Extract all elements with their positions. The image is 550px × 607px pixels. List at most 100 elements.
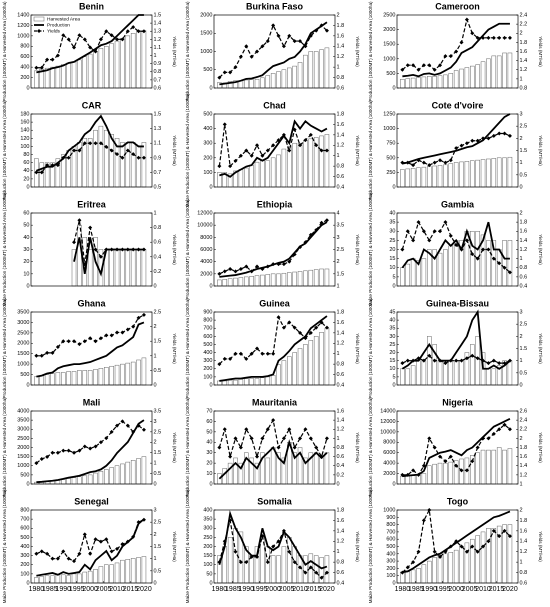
legend-swatch <box>33 16 45 22</box>
yield-marker <box>292 560 297 565</box>
area-bar <box>475 336 480 386</box>
yield-marker <box>303 336 308 341</box>
area-bar <box>437 75 443 89</box>
panel-title: Chad <box>263 100 286 110</box>
area-bar <box>297 142 303 188</box>
yield-marker <box>427 63 432 68</box>
yield-marker <box>50 350 55 355</box>
production-line <box>402 113 511 165</box>
area-bar <box>292 142 297 188</box>
area-bar <box>125 362 131 386</box>
yield-marker <box>265 148 270 153</box>
yield-marker <box>287 549 292 554</box>
plot-frame <box>30 410 153 485</box>
yield-marker <box>276 33 281 38</box>
y2-tick-label: 1.4 <box>520 463 528 469</box>
yield-marker <box>228 164 233 169</box>
y-tick-label: 2000 <box>17 445 29 451</box>
area-bar <box>507 360 513 386</box>
yield-marker <box>448 454 453 459</box>
y-tick-label: 40 <box>23 168 29 174</box>
area-bar <box>303 140 308 188</box>
yield-marker <box>411 163 416 168</box>
area-bar <box>44 575 50 584</box>
yield-marker <box>507 427 512 432</box>
area-bar <box>136 359 141 386</box>
yield-marker <box>486 539 491 544</box>
area-bar <box>136 146 141 188</box>
area-bar <box>410 569 416 584</box>
y2-tick-label: 1.5 <box>337 271 345 277</box>
yield-marker <box>502 422 507 427</box>
area-bar <box>319 49 324 89</box>
yield-marker <box>34 170 39 175</box>
yield-marker <box>66 448 71 453</box>
yield-marker <box>276 445 281 450</box>
yield-marker <box>292 445 297 450</box>
y-tick-label: 300 <box>20 553 29 559</box>
yield-marker <box>109 148 114 153</box>
panel-title: Burkina Faso <box>246 1 304 11</box>
yield-marker <box>438 358 443 363</box>
y-tick-label: 1000 <box>383 56 395 62</box>
area-bar <box>61 372 66 386</box>
y-tick-label: 2500 <box>383 12 395 18</box>
yield-marker <box>115 152 120 157</box>
area-bar <box>39 576 45 584</box>
area-bar <box>507 52 513 89</box>
y-tick-label: 3500 <box>17 309 29 315</box>
y2-tick-label: 1.5 <box>154 12 162 18</box>
area-bar <box>324 268 330 287</box>
area-bar <box>34 577 39 584</box>
yield-marker <box>481 136 486 141</box>
y2-tick-label: 1 <box>154 53 157 59</box>
y2-tick-label: 1 <box>520 76 523 82</box>
area-bar <box>427 166 432 188</box>
yield-marker <box>416 549 421 554</box>
y2-axis-label: Yields (MT/Ha) <box>355 333 360 364</box>
area-bar <box>405 168 411 188</box>
y2-tick-label: 1.8 <box>337 309 345 315</box>
yield-marker <box>405 229 410 234</box>
yield-marker <box>454 49 459 54</box>
x-tick-label: 1990 <box>238 586 254 593</box>
yield-marker <box>502 361 507 366</box>
y-axis-label: Maize Production (1000MT) & Harvested Ar… <box>185 93 190 207</box>
y-tick-label: 40 <box>389 318 395 324</box>
area-bar <box>227 379 233 386</box>
yield-marker <box>314 325 319 330</box>
area-bar <box>120 559 125 584</box>
y-tick-label: 6000 <box>383 450 395 456</box>
y2-tick-label: 0.5 <box>154 471 162 477</box>
area-bar <box>130 33 136 89</box>
y-tick-label: 0 <box>209 283 212 289</box>
area-bar <box>244 276 249 287</box>
yield-marker <box>244 427 249 432</box>
y-tick-label: 0 <box>209 85 212 91</box>
yield-marker <box>120 247 125 252</box>
yield-marker <box>125 423 130 428</box>
yield-marker <box>120 419 125 424</box>
y2-tick-label: 2.4 <box>520 12 528 18</box>
y-tick-label: 60 <box>23 160 29 166</box>
yield-marker <box>260 266 265 271</box>
area-bar <box>453 549 459 584</box>
y-tick-label: 200 <box>203 366 212 372</box>
yield-marker <box>405 472 410 477</box>
area-bar <box>77 476 82 485</box>
y-tick-label: 200 <box>20 75 29 81</box>
y-tick-label: 30 <box>389 334 395 340</box>
x-tick-label: 1995 <box>252 586 268 593</box>
production-line <box>219 119 328 178</box>
yield-marker <box>61 339 66 344</box>
area-bar <box>120 363 125 386</box>
area-bar <box>114 40 120 89</box>
x-tick-label: 2000 <box>265 586 281 593</box>
y2-tick-label: 1.4 <box>154 21 162 27</box>
y-tick-label: 250 <box>203 535 212 541</box>
panel-title: Eritrea <box>77 199 107 209</box>
yield-marker <box>98 37 103 42</box>
area-bar <box>77 59 82 89</box>
area-bar <box>491 528 497 584</box>
area-bar <box>319 332 324 386</box>
